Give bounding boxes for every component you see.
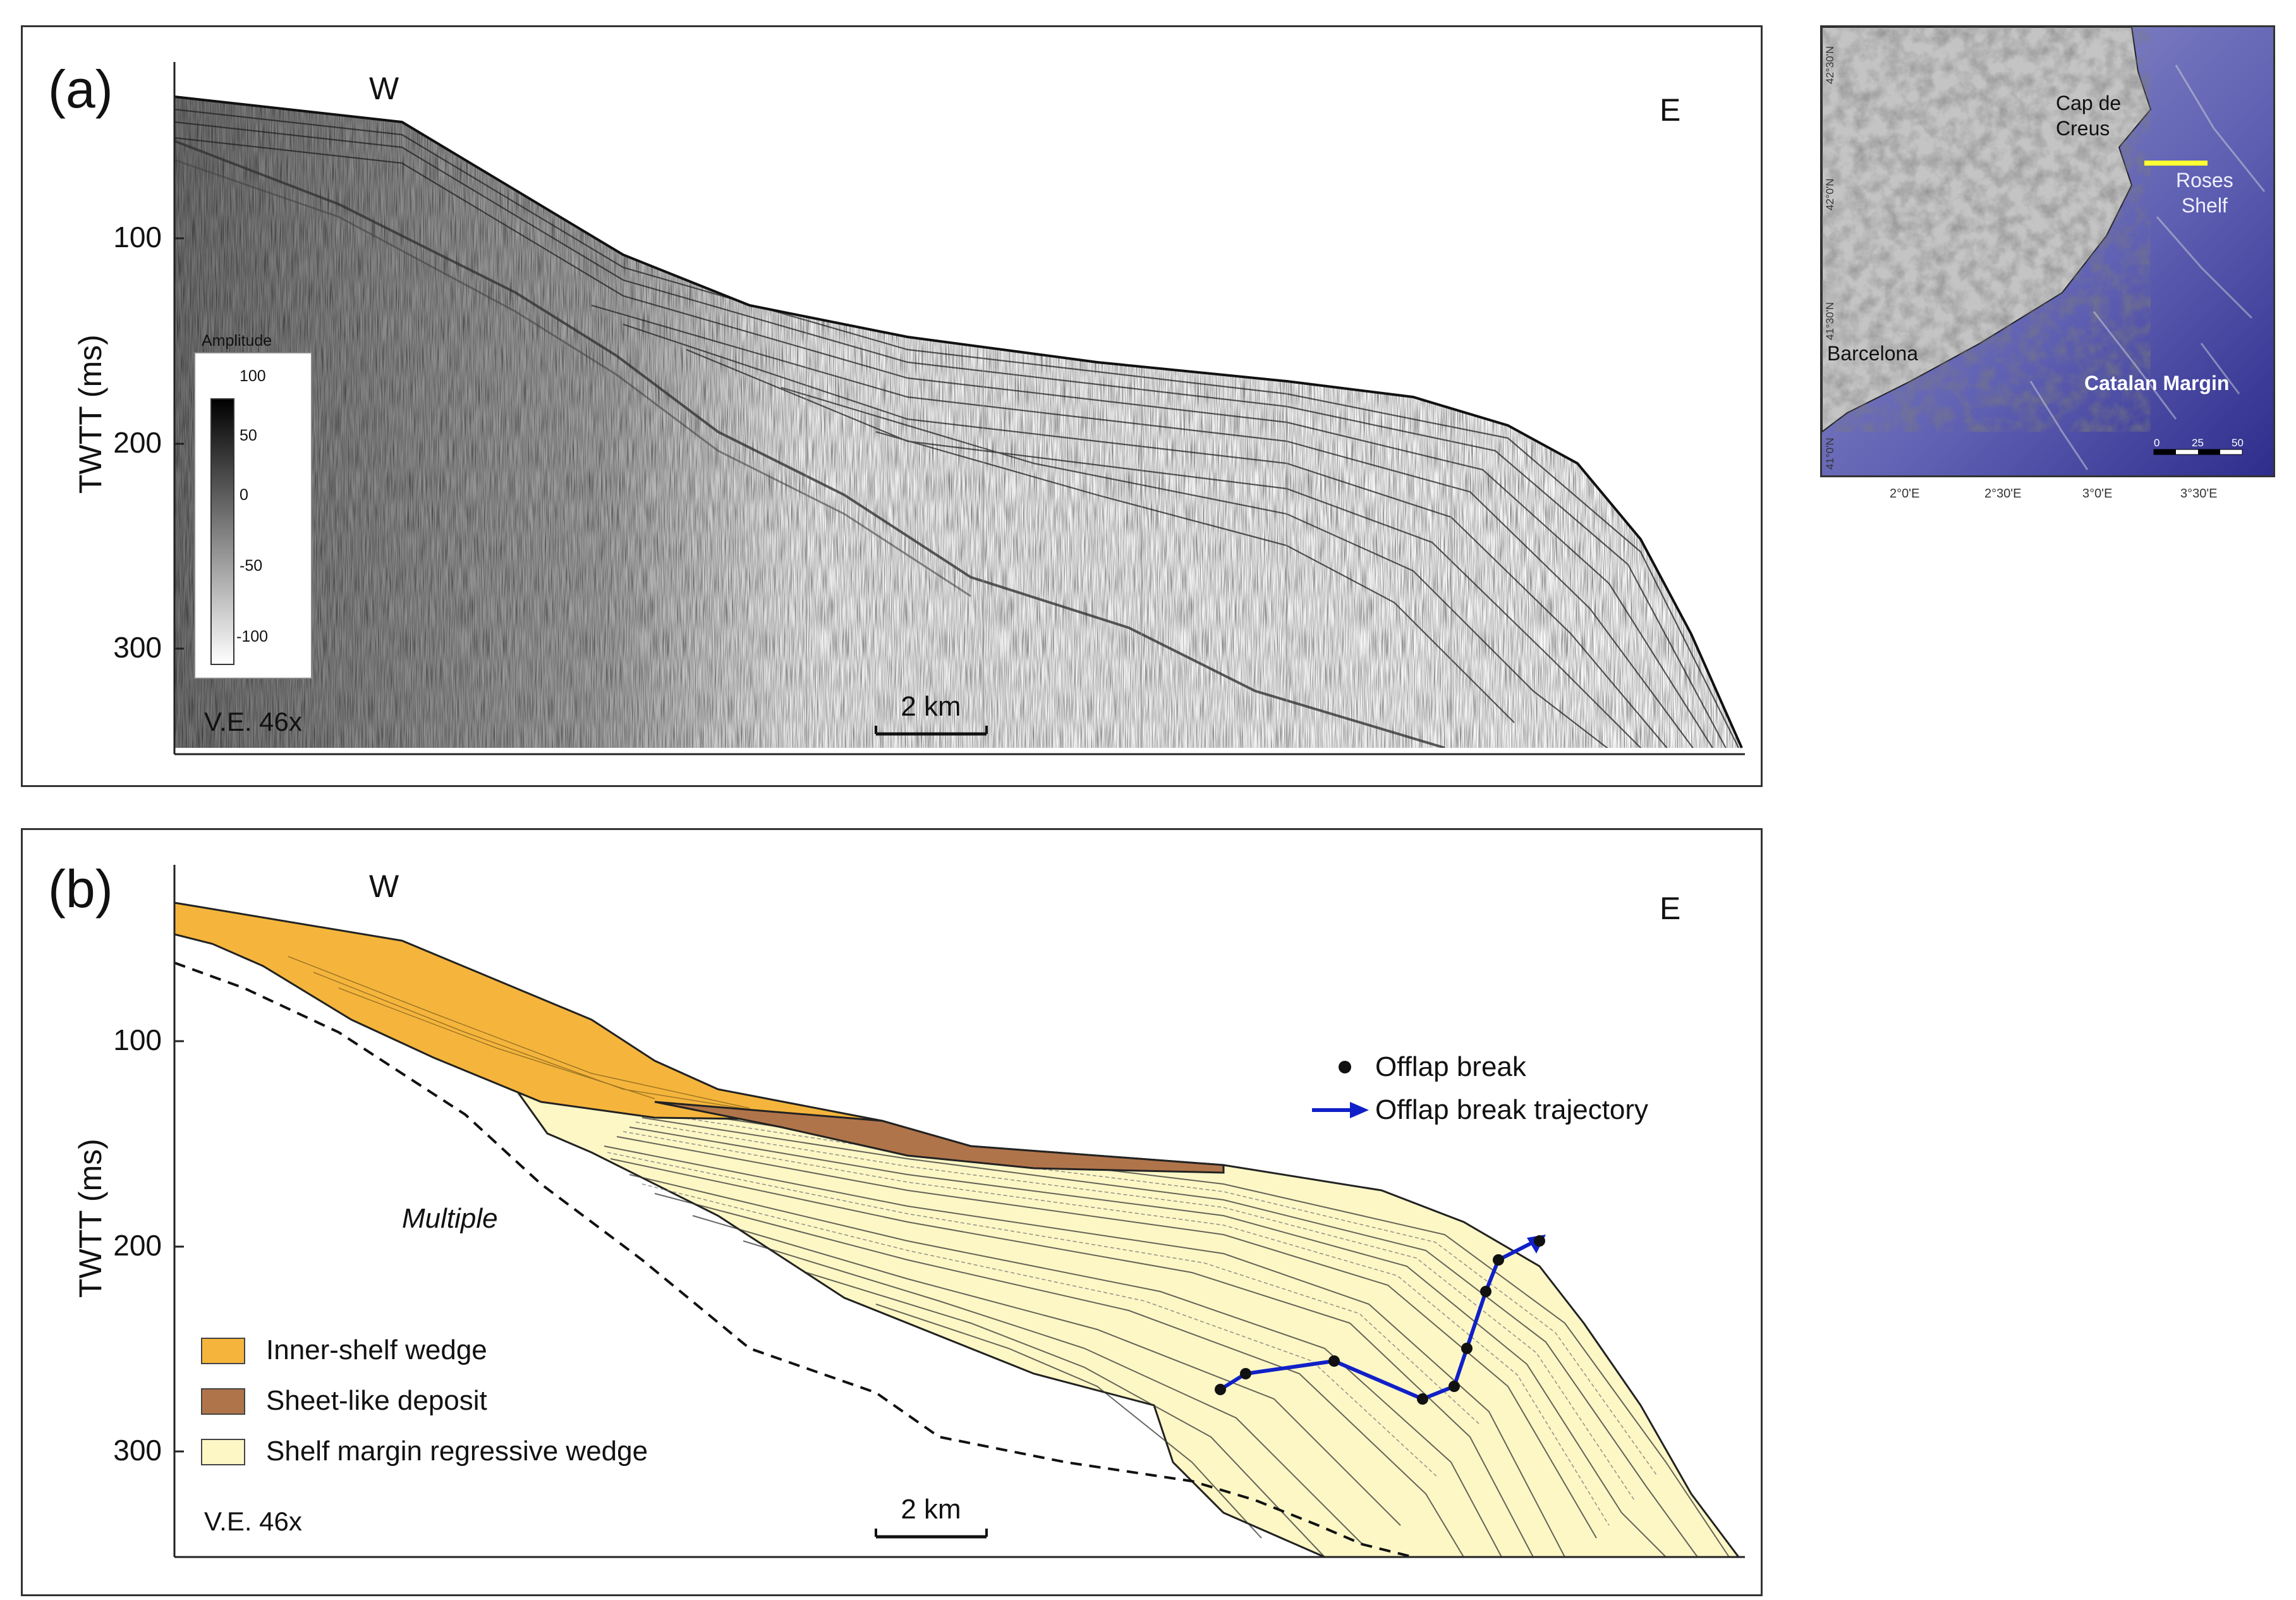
east-label-a: E [1660, 92, 1681, 128]
amplitude-title: Amplitude [202, 332, 272, 350]
vertical-exaggeration-a: V.E. 46x [204, 707, 302, 736]
location-map: Cap de Creus Roses Shelf Barcelona Catal… [1820, 25, 2275, 477]
map-lon-tick-1: 2°0'E [1890, 487, 1920, 501]
legend-shelf-margin-label: Shelf margin regressive wedge [266, 1436, 648, 1467]
map-lat-tick-3: 41°30'N [1824, 302, 1836, 340]
y-tick-200-b: 200 [113, 1229, 162, 1262]
map-scale-0: 0 [2154, 437, 2160, 449]
inner-shelf-wedge-polygon [173, 901, 883, 1122]
scale-label-b: 2 km [901, 1494, 961, 1525]
map-lon-tick-2: 2°30'E [1984, 487, 2022, 501]
legend-offlap-break-label: Offlap break [1375, 1051, 1526, 1082]
multiple-label: Multiple [402, 1203, 498, 1234]
y-tick-300-a: 300 [113, 631, 162, 664]
legend-offlap-dot [1339, 1061, 1351, 1073]
map-label-barcelona: Barcelona [1827, 342, 1919, 365]
legend-inner-shelf-label: Inner-shelf wedge [266, 1334, 487, 1365]
vertical-exaggeration-b: V.E. 46x [204, 1506, 302, 1536]
legend-shelf-margin-swatch [201, 1439, 245, 1465]
west-label-b: W [369, 869, 399, 904]
map-lon-tick-4: 3°30'E [2180, 487, 2218, 501]
panel-a-seismic-profile: (a) W E TWTT (ms) 100 200 300 V.E. 46x 2… [21, 25, 1763, 787]
legend-inner-shelf-swatch [201, 1338, 245, 1364]
map-label-roses-shelf: Roses Shelf [2176, 169, 2233, 217]
interpretation-drawing [173, 865, 1745, 1558]
scale-bar-a [875, 726, 988, 736]
map-lat-tick-1: 42°30'N [1824, 46, 1836, 84]
y-axis-label-a: TWTT (ms) [73, 334, 108, 494]
multiple-dashed-line [174, 962, 1414, 1558]
map-label-cap-de-creus: Cap de Creus [2056, 92, 2122, 140]
legend-trajectory-arrow [1350, 1102, 1369, 1118]
map-lon-tick-3: 3°0'E [2082, 487, 2113, 501]
legend-offlap-trajectory-label: Offlap break trajectory [1375, 1094, 1649, 1125]
panel-b-label: (b) [48, 859, 113, 919]
east-label-b: E [1660, 891, 1681, 926]
y-axis-label-b: TWTT (ms) [73, 1139, 108, 1298]
offlap-break-points [1215, 1235, 1545, 1405]
panel-b-interpretation: (b) W E TWTT (ms) 100 200 300 V.E. 46x 2… [21, 828, 1763, 1596]
amplitude-colorbar [194, 352, 312, 679]
amplitude-tick-100: 100 [240, 367, 266, 385]
map-drawing [1822, 27, 2273, 475]
map-lat-tick-2: 42°0'N [1824, 178, 1836, 211]
y-tick-100-b: 100 [113, 1023, 162, 1056]
map-scale-50: 50 [2232, 437, 2244, 449]
amplitude-tick-0: 0 [240, 486, 248, 504]
west-label-a: W [369, 71, 399, 106]
amplitude-tick-neg50: -50 [240, 557, 263, 575]
scale-label-a: 2 km [901, 691, 961, 722]
y-tick-300-b: 300 [113, 1434, 162, 1467]
legend-sheet-like-swatch [201, 1388, 245, 1415]
scale-bar-b [875, 1529, 988, 1539]
panel-a-label: (a) [48, 59, 113, 119]
map-scale-25: 25 [2192, 437, 2204, 449]
y-tick-200-a: 200 [113, 426, 162, 459]
seismic-image [173, 62, 1745, 755]
legend-sheet-like-label: Sheet-like deposit [266, 1385, 487, 1416]
y-tick-100-a: 100 [113, 221, 162, 253]
sheet-like-deposit-polygon [654, 1101, 1225, 1174]
map-label-catalan-margin: Catalan Margin [2084, 372, 2230, 394]
map-scale-bar [2153, 449, 2243, 455]
map-lat-tick-4: 41°0'N [1824, 437, 1836, 470]
amplitude-tick-neg100: -100 [236, 628, 269, 645]
amplitude-tick-50: 50 [240, 427, 257, 444]
